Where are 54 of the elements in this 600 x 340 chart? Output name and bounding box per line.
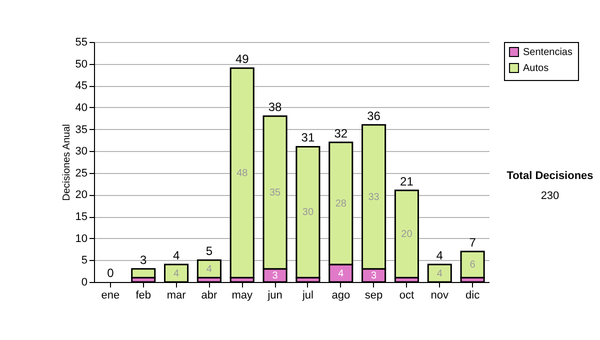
- data-label: 3: [371, 270, 378, 282]
- total-label: 36: [367, 108, 381, 123]
- data-label: 3: [272, 270, 278, 282]
- x-tick-label: jun: [266, 290, 282, 302]
- y-tick-label: 50: [75, 58, 88, 70]
- x-tick-label: ene: [101, 290, 120, 302]
- y-tick-label: 45: [75, 80, 88, 92]
- data-label: 30: [302, 207, 314, 218]
- x-tick-label: mar: [166, 290, 186, 302]
- x-tick-label: sep: [364, 290, 383, 302]
- total-label: 4: [172, 248, 180, 263]
- total-label: 21: [400, 174, 414, 188]
- text: 230: [540, 190, 560, 202]
- data-label: 35: [269, 188, 282, 199]
- text: Total Decisiones: [506, 170, 594, 182]
- data-label: 48: [236, 168, 248, 179]
- total-label: 0: [107, 266, 114, 280]
- y-tick-label: 5: [81, 254, 88, 267]
- total-label: 49: [235, 52, 250, 66]
- y-tick-label: 10: [75, 232, 88, 245]
- total-label: 5: [206, 244, 213, 258]
- data-label: 6: [470, 260, 476, 271]
- x-tick-label: abr: [201, 290, 218, 302]
- x-tick-label: may: [232, 290, 254, 302]
- total-label: 4: [436, 248, 444, 263]
- y-axis-title: Decisiones Anual: [61, 124, 72, 201]
- data-label: 4: [338, 268, 344, 280]
- data-label: 20: [401, 229, 413, 240]
- y-tick-label: 55: [75, 36, 88, 48]
- data-label: 4: [206, 264, 212, 275]
- x-tick-label: dic: [466, 290, 480, 302]
- total-label: 38: [268, 100, 282, 114]
- legend-label: Autos: [523, 63, 549, 74]
- y-tick-label: 15: [75, 211, 88, 224]
- data-label: 4: [436, 268, 443, 280]
- y-tick-label: 35: [75, 124, 88, 136]
- x-tick-label: ago: [332, 290, 350, 302]
- total-label: 3: [140, 252, 148, 267]
- x-tick-label: jul: [301, 290, 314, 302]
- y-tick-label: 20: [75, 189, 88, 202]
- y-tick-label: 25: [75, 167, 88, 180]
- legend-label: Sentencias: [523, 47, 572, 58]
- total-label: 7: [469, 235, 476, 250]
- x-tick-label: feb: [136, 290, 152, 302]
- y-tick-label: 30: [75, 146, 88, 158]
- data-label: 28: [335, 198, 347, 210]
- x-tick-label: nov: [430, 290, 449, 302]
- total-label: 31: [301, 130, 315, 145]
- total-label: 32: [334, 126, 348, 140]
- data-label: 33: [368, 192, 380, 203]
- y-tick-label: 40: [75, 102, 88, 114]
- x-tick-label: oct: [399, 290, 414, 302]
- y-tick-label: 0: [81, 276, 88, 288]
- data-label: 4: [174, 268, 180, 280]
